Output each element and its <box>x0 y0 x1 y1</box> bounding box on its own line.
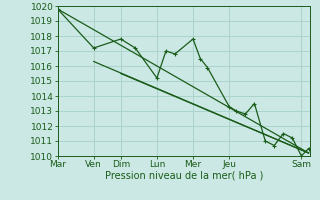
X-axis label: Pression niveau de la mer( hPa ): Pression niveau de la mer( hPa ) <box>105 171 263 181</box>
